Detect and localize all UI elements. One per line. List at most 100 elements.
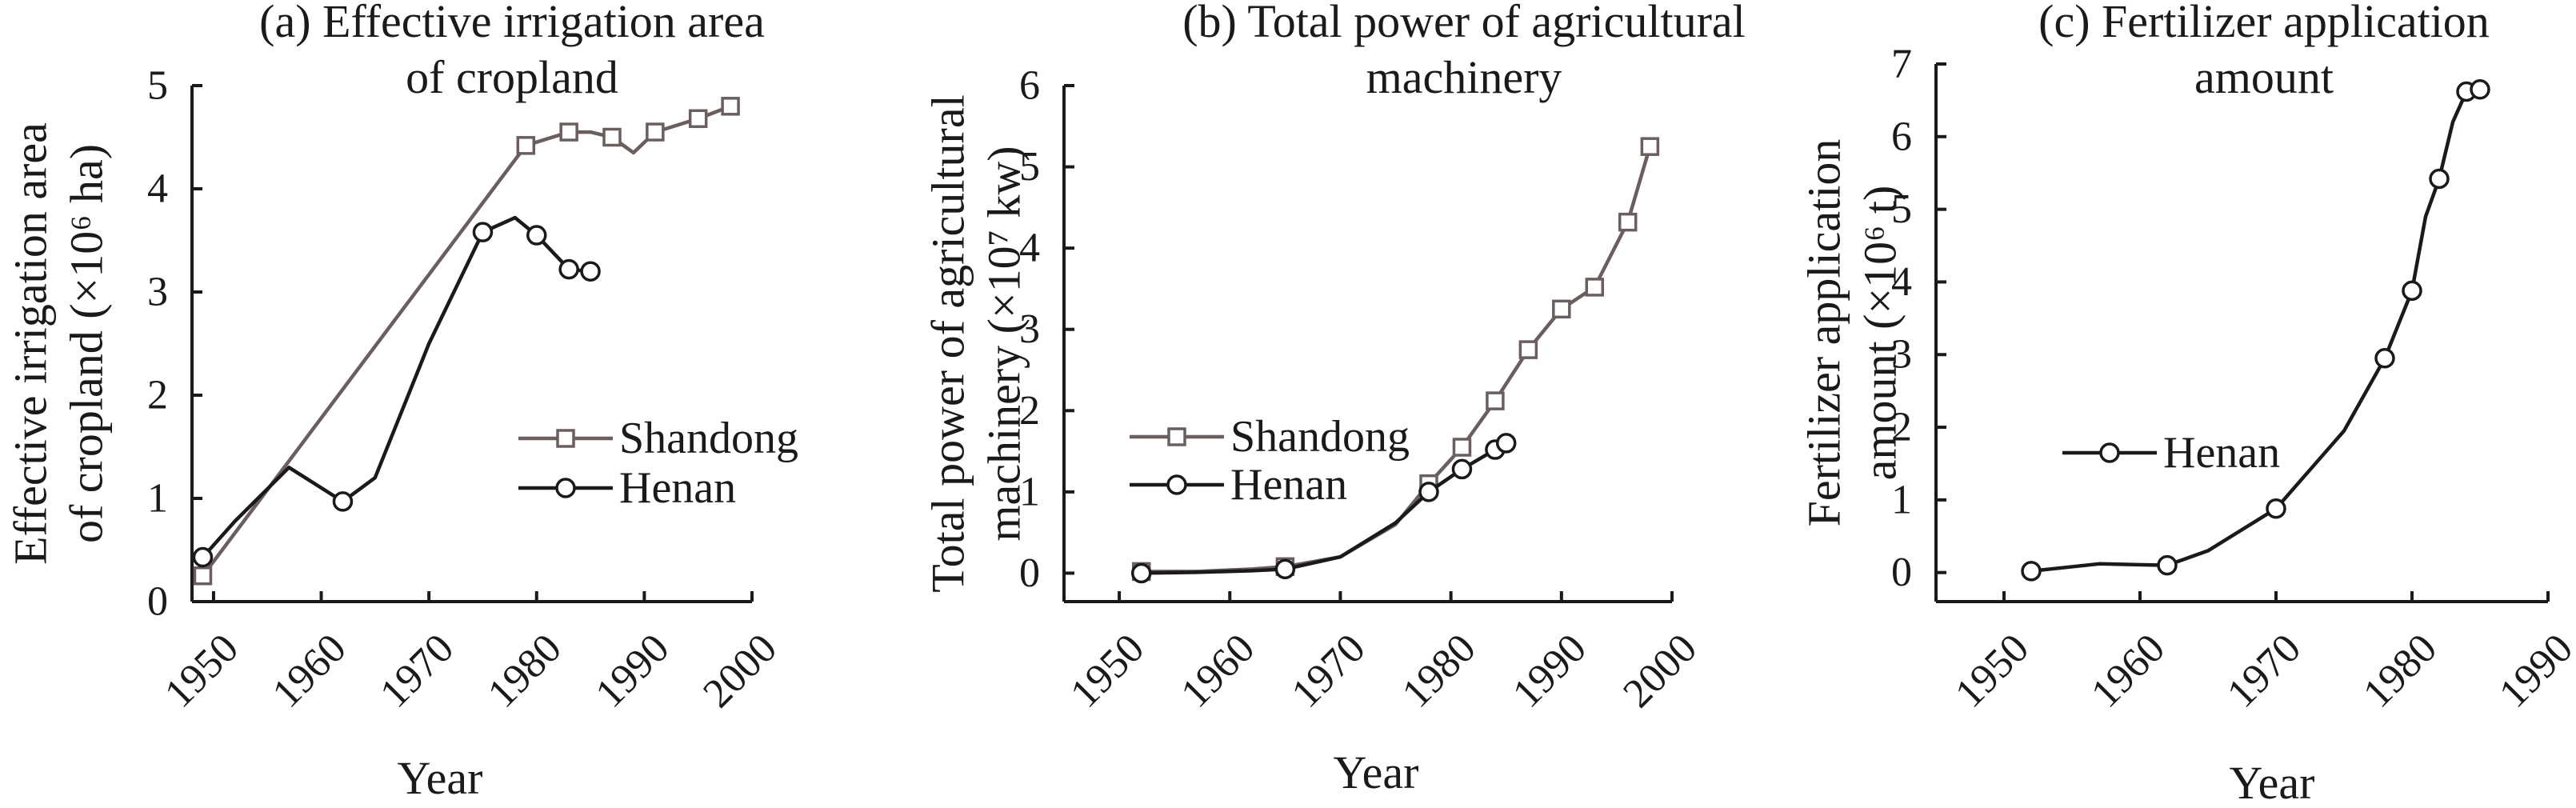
series-shandong <box>193 97 740 586</box>
y-tick-label: 2 <box>1891 405 1912 450</box>
data-point <box>1495 433 1517 454</box>
series-henan <box>2021 79 2490 582</box>
y-tick-label: 3 <box>1019 306 1040 352</box>
data-point <box>526 225 547 246</box>
y-tick-label: 0 <box>1891 550 1912 595</box>
y-tick-label: 4 <box>1019 226 1040 271</box>
y-tick-label: 2 <box>1019 388 1040 434</box>
x-tick-label: 1980 <box>479 626 570 717</box>
chart-panel-0: (a) Effective irrigation area of cropland… <box>5 0 799 804</box>
series-henan <box>192 215 601 568</box>
legend-label: Shandong <box>1230 412 1410 462</box>
data-point <box>721 97 740 116</box>
y-axis-label: Total power of agricultural <box>922 94 974 592</box>
data-point <box>2157 554 2178 576</box>
y-tick-label: 7 <box>1891 42 1912 87</box>
data-point <box>646 122 665 142</box>
data-point <box>1518 340 1538 359</box>
x-tick-label: 1950 <box>156 626 247 717</box>
data-point <box>2266 498 2286 519</box>
y-tick-label: 4 <box>147 166 168 212</box>
y-tick-label: 3 <box>1891 332 1912 378</box>
x-tick-label: 1960 <box>264 626 355 717</box>
x-axis-label: Year <box>2230 757 2315 808</box>
y-axis-label: amount (×10⁶ t) <box>1854 186 1906 481</box>
y-tick-label: 0 <box>147 579 168 625</box>
legend-marker <box>1166 474 1187 495</box>
data-point <box>1640 137 1660 156</box>
legend-marker <box>556 429 575 448</box>
legend-item: Shandong <box>1130 412 1410 462</box>
legend-item: Henan <box>2062 428 2280 478</box>
x-tick-label: 1990 <box>587 626 678 717</box>
data-point <box>602 127 622 147</box>
y-axis-label: of cropland (×10⁶ ha) <box>61 144 113 543</box>
series-line <box>201 215 591 558</box>
series-line <box>2030 87 2481 574</box>
x-tick-label: 1960 <box>2082 626 2174 717</box>
x-tick-label: 2000 <box>694 626 786 717</box>
data-point <box>2429 168 2450 190</box>
chart-panel-1: (b) Total power of agriculturalmachinery… <box>922 0 1746 798</box>
chart-title: (a) Effective irrigation area <box>259 0 765 47</box>
series-henan <box>1130 433 1517 584</box>
data-point <box>580 261 601 282</box>
y-axis-label: Effective irrigation area <box>5 122 57 565</box>
data-point <box>2470 79 2490 100</box>
data-point <box>558 258 579 280</box>
series-shandong <box>1131 137 1660 582</box>
data-point <box>1552 299 1571 319</box>
y-tick-label: 5 <box>1019 144 1040 190</box>
data-point <box>688 109 708 129</box>
x-tick-label: 1970 <box>1283 626 1374 717</box>
y-tick-label: 1 <box>1019 469 1040 514</box>
x-axis-label: Year <box>1334 746 1419 798</box>
y-tick-label: 0 <box>1019 550 1040 596</box>
legend-label: Henan <box>619 463 736 513</box>
data-point <box>192 546 214 568</box>
data-point <box>2374 348 2395 369</box>
data-point <box>1486 391 1505 410</box>
chart-title: amount <box>2194 51 2334 103</box>
data-point <box>516 136 536 155</box>
x-tick-label: 1950 <box>1062 626 1153 717</box>
data-point <box>1618 212 1638 232</box>
legend-marker <box>555 478 576 498</box>
chart-title: machinery <box>1366 51 1562 103</box>
y-tick-label: 5 <box>1891 186 1912 232</box>
x-tick-label: 1990 <box>2490 626 2576 717</box>
legend-item: Henan <box>1130 460 1347 510</box>
legend-label: Shandong <box>619 414 798 463</box>
data-point <box>1130 562 1152 584</box>
legend-marker <box>1167 427 1186 446</box>
x-tick-label: 1980 <box>2354 626 2446 717</box>
legend-item: Henan <box>518 463 736 513</box>
data-point <box>2402 280 2422 302</box>
y-axis-label: machinery (×10⁷ kw) <box>978 146 1030 541</box>
y-tick-label: 6 <box>1891 114 1912 159</box>
x-tick-label: 1960 <box>1173 626 1264 717</box>
data-point <box>1451 458 1473 480</box>
x-tick-label: 1950 <box>1946 626 2038 717</box>
x-tick-label: 1980 <box>1394 626 1485 717</box>
y-tick-label: 1 <box>147 476 168 522</box>
legend-item: Shandong <box>518 414 798 463</box>
chart-title: (c) Fertilizer application <box>2038 0 2490 47</box>
y-tick-label: 2 <box>147 373 168 418</box>
y-axis-label: Fertilizer application <box>1798 139 1850 527</box>
data-point <box>193 566 213 586</box>
x-axis-label: Year <box>398 752 483 804</box>
series-line <box>1141 146 1652 574</box>
data-point <box>1418 482 1439 502</box>
x-tick-label: 1970 <box>2218 626 2310 717</box>
chart-title: (b) Total power of agricultural <box>1182 0 1746 47</box>
legend-marker <box>2099 442 2120 463</box>
x-tick-label: 1990 <box>1504 626 1595 717</box>
data-point <box>1585 278 1605 297</box>
y-tick-label: 3 <box>147 270 168 315</box>
data-point <box>1452 438 1472 457</box>
series-line <box>1141 441 1507 575</box>
y-tick-label: 6 <box>1019 63 1040 109</box>
